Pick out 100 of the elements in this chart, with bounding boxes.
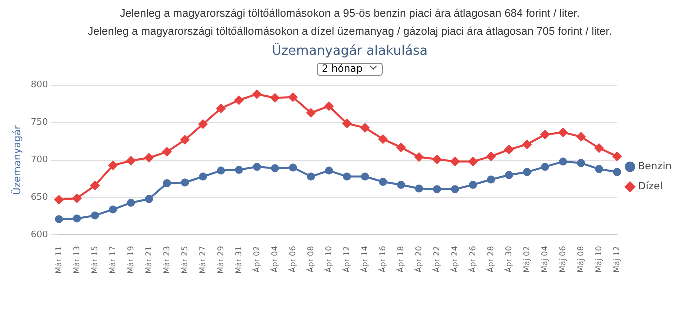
x-tick-label: Ápr 04 [269, 246, 280, 273]
x-tick-label: Már 25 [180, 246, 190, 274]
point [163, 180, 172, 188]
point [108, 161, 118, 170]
point [217, 166, 226, 175]
x-tick-label: Ápr 08 [305, 246, 316, 273]
point [145, 195, 154, 204]
point [144, 154, 154, 163]
point [613, 168, 622, 176]
point [559, 158, 568, 166]
x-tick-label: Máj 04 [540, 246, 550, 273]
point [361, 172, 370, 181]
point [505, 171, 514, 180]
point [558, 128, 568, 138]
x-tick-label: Már 29 [216, 246, 226, 274]
point [91, 212, 100, 220]
text: Jelenleg a magyarországi töltőállomásokon a dízel üzemanyag / gázolaj piaci ára átlagosan 705 forint / liter. [86, 26, 614, 38]
x-tick-label: Máj 02 [522, 246, 532, 273]
x-tick-label: Ápr 22 [431, 246, 442, 273]
x-tick-label: Ápr 14 [359, 246, 370, 273]
x-tick-label: Ápr 10 [323, 246, 334, 273]
point [307, 172, 316, 181]
x-tick-label: Ápr 06 [287, 246, 298, 273]
text: Jelenleg a magyarországi töltőállomásokon a 95-ös benzin piaci ára átlagosan 684 forint / liter. [119, 8, 581, 20]
point [487, 176, 496, 184]
x-tick-label: Ápr 24 [449, 246, 460, 273]
x-tick-label: Máj 10 [594, 246, 604, 273]
point [414, 152, 424, 162]
point [306, 108, 316, 118]
x-tick-label: Már 13 [72, 246, 82, 274]
x-tick-label: Már 17 [108, 246, 118, 274]
point [396, 143, 406, 152]
point [288, 92, 298, 102]
point [522, 140, 532, 150]
y-tick-label: 650 [30, 193, 48, 204]
point [343, 172, 352, 181]
point [180, 136, 190, 145]
y-tick-label: 750 [30, 118, 48, 128]
point [55, 215, 64, 224]
point [270, 94, 280, 103]
legend-label: Benzin [638, 162, 672, 173]
point [216, 104, 226, 114]
point [433, 186, 442, 194]
point [469, 181, 478, 190]
x-tick-label: Ápr 16 [377, 246, 388, 273]
x-tick-label: Ápr 28 [485, 246, 496, 273]
point [252, 90, 262, 99]
point [378, 134, 388, 144]
legend-label: Dízel [638, 182, 663, 193]
point [360, 124, 370, 133]
y-tick-label: 600 [30, 230, 48, 241]
point [541, 163, 550, 172]
x-tick-label: Máj 12 [612, 246, 622, 273]
y-tick-label: 700 [30, 156, 48, 166]
x-tick-label: Máj 06 [558, 246, 568, 273]
point [72, 194, 82, 203]
point [451, 186, 460, 194]
point [198, 120, 208, 129]
point [450, 157, 460, 166]
x-tick-label: Már 27 [198, 246, 208, 274]
point [325, 166, 334, 175]
point [162, 148, 172, 157]
point [73, 214, 82, 223]
x-tick-label: Ápr 26 [467, 246, 478, 273]
x-tick-label: Ápr 18 [395, 246, 406, 273]
point [199, 172, 208, 181]
y-axis-title: Üzemanyagár [10, 124, 24, 196]
x-tick-label: Már 23 [162, 246, 172, 274]
chart-title: Üzemanyagár alakulása [271, 44, 429, 59]
point [504, 145, 514, 154]
point [468, 157, 478, 166]
point [523, 168, 532, 176]
point [126, 156, 136, 166]
x-tick-label: Ápr 12 [341, 246, 352, 273]
point [109, 206, 118, 214]
x-tick-label: Ápr 20 [413, 246, 424, 273]
point [289, 164, 298, 172]
point [90, 181, 100, 190]
point [612, 152, 622, 162]
point [486, 152, 496, 162]
x-tick-label: Már 11 [54, 246, 64, 274]
point [379, 178, 388, 186]
x-tick-label: Ápr 30 [503, 246, 514, 273]
point [54, 195, 64, 204]
point [253, 163, 262, 172]
point [415, 184, 424, 193]
point [540, 130, 550, 140]
point [595, 165, 604, 174]
point [577, 159, 586, 168]
point [594, 144, 604, 153]
period-dropdown: 2 hónap [317, 63, 383, 76]
point [432, 155, 442, 164]
point [234, 96, 244, 105]
point [271, 164, 280, 173]
y-tick-label: 800 [30, 80, 48, 91]
point [576, 132, 586, 142]
x-tick-label: Már 31 [234, 246, 244, 274]
point [342, 119, 352, 128]
x-tick-label: Már 19 [126, 246, 136, 274]
point [181, 178, 190, 187]
